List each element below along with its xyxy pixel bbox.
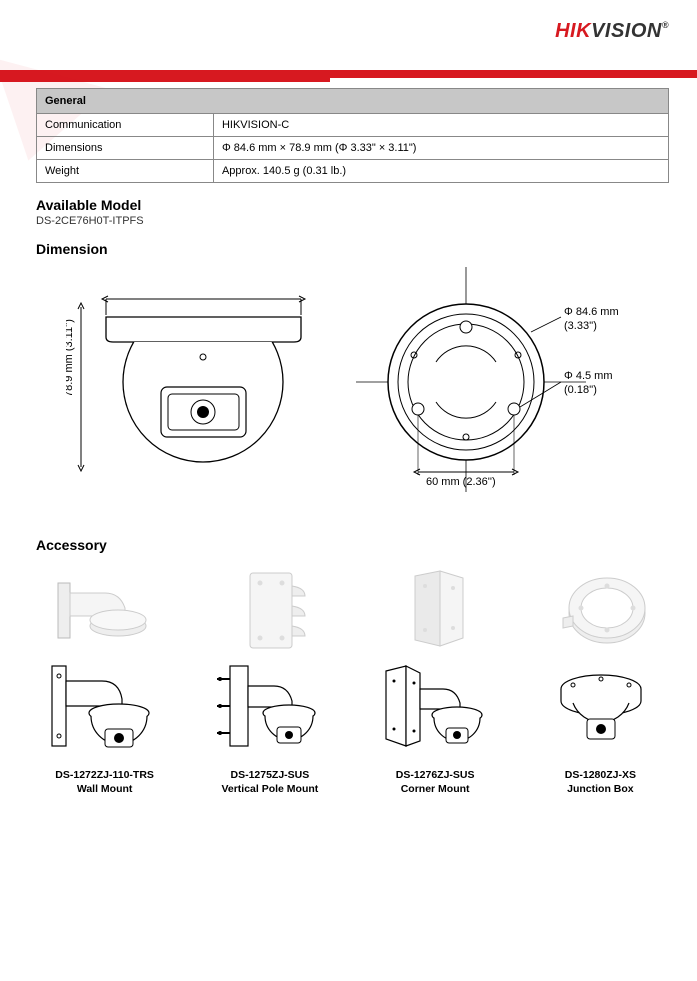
- dim-height-label: 78.9 mm (3.11''): [66, 319, 75, 397]
- accessory-product-image: [210, 565, 330, 655]
- dim-base-label: 60 mm (2.36''): [426, 476, 496, 488]
- logo-vision: VISION: [591, 20, 662, 42]
- dim-diameter-label: Φ 84.6 mm: [564, 306, 619, 318]
- accessory-product-image: [375, 565, 495, 655]
- accessory-item: DS-1275ZJ-SUS Vertical Pole Mount: [201, 565, 338, 796]
- dimension-base-view: Φ 84.6 mm (3.33'') Φ 4.5 mm (0.18'') 60 …: [356, 267, 656, 497]
- accessory-model: DS-1276ZJ-SUS: [367, 769, 504, 783]
- accessory-item: DS-1276ZJ-SUS Corner Mount: [367, 565, 504, 796]
- accessory-model: DS-1280ZJ-XS: [532, 769, 669, 783]
- dimension-diagrams: 78.9 mm (3.11''): [36, 267, 669, 517]
- accessory-item: DS-1272ZJ-110-TRS Wall Mount: [36, 565, 173, 796]
- accessory-item: DS-1280ZJ-XS Junction Box: [532, 565, 669, 796]
- available-model-heading: Available Model: [36, 197, 669, 213]
- spec-table: General Communication HIKVISION-C Dimens…: [36, 88, 669, 183]
- accessory-product-image: [45, 565, 165, 655]
- logo-reg: ®: [662, 20, 669, 30]
- table-row: Dimensions Φ 84.6 mm × 78.9 mm (Φ 3.33" …: [37, 137, 669, 160]
- spec-value: Approx. 140.5 g (0.31 lb.): [213, 160, 668, 183]
- accessory-grid: DS-1272ZJ-110-TRS Wall Mount: [36, 565, 669, 796]
- model-number: DS-2CE76H0T-ITPFS: [36, 215, 669, 227]
- accessory-line-diagram: [375, 661, 495, 761]
- accessory-product-image: [540, 565, 660, 655]
- dim-hole-in-label: (0.18''): [564, 384, 597, 396]
- dimension-side-view: 78.9 mm (3.11''): [66, 287, 326, 497]
- accessory-name: Corner Mount: [367, 783, 504, 797]
- accessory-line-diagram: [210, 661, 330, 761]
- spec-key: Dimensions: [37, 137, 214, 160]
- accessory-heading: Accessory: [36, 537, 669, 553]
- brand-logo: HIKVISION®: [555, 20, 669, 43]
- accessory-name: Vertical Pole Mount: [201, 783, 338, 797]
- dim-hole-label: Φ 4.5 mm: [564, 370, 613, 382]
- logo-hik: HIK: [555, 20, 591, 42]
- accessory-name: Junction Box: [532, 783, 669, 797]
- dimension-heading: Dimension: [36, 241, 669, 257]
- spec-key: Weight: [37, 160, 214, 183]
- table-row: Communication HIKVISION-C: [37, 114, 669, 137]
- accessory-name: Wall Mount: [36, 783, 173, 797]
- accessory-line-diagram: [540, 661, 660, 761]
- spec-value: HIKVISION-C: [213, 114, 668, 137]
- spec-value: Φ 84.6 mm × 78.9 mm (Φ 3.33" × 3.11"): [213, 137, 668, 160]
- accessory-line-diagram: [45, 661, 165, 761]
- header-red-bar: [0, 70, 697, 78]
- accessory-model: DS-1272ZJ-110-TRS: [36, 769, 173, 783]
- spec-key: Communication: [37, 114, 214, 137]
- table-row: Weight Approx. 140.5 g (0.31 lb.): [37, 160, 669, 183]
- spec-table-header: General: [37, 89, 669, 114]
- accessory-model: DS-1275ZJ-SUS: [201, 769, 338, 783]
- dim-diameter-in-label: (3.33''): [564, 320, 597, 332]
